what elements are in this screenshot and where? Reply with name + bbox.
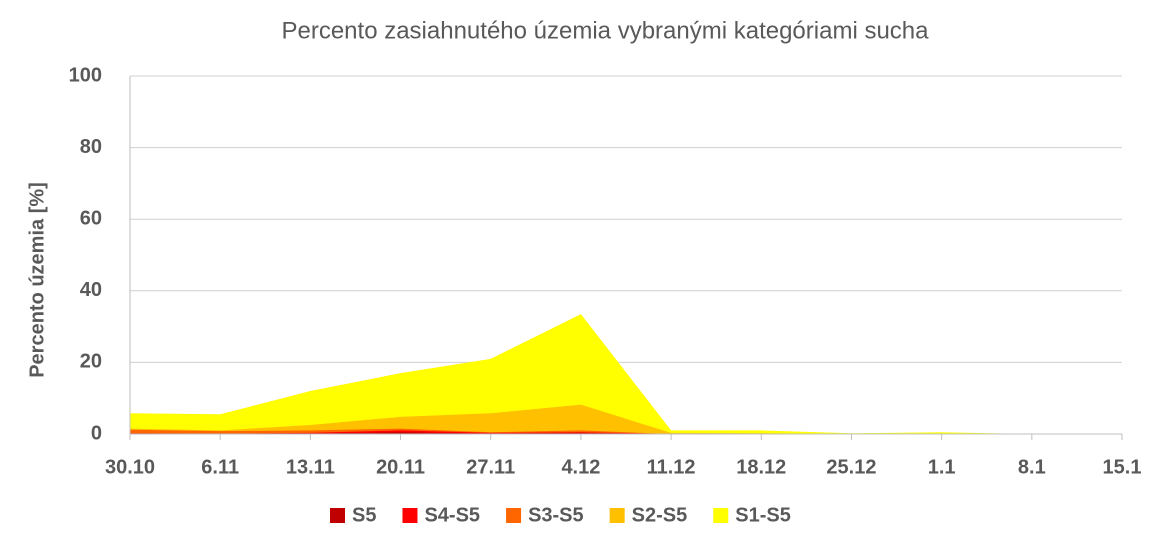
legend-swatch: [402, 508, 418, 523]
x-tick-label: 6.11: [201, 456, 239, 478]
x-tick-label: 8.1: [1018, 456, 1046, 478]
y-axis-label: Percento územia [%]: [26, 182, 48, 378]
area: [130, 404, 1122, 434]
x-tick-label: 20.11: [376, 456, 425, 478]
y-tick-label: 80: [80, 136, 102, 158]
legend-label: S2-S5: [632, 504, 688, 526]
legend-swatch: [506, 508, 522, 523]
y-tick-label: 100: [69, 64, 102, 86]
legend-swatch: [330, 508, 345, 523]
y-tick-label: 20: [80, 351, 102, 373]
x-tick-label: 18.12: [736, 456, 786, 478]
legend-label: S3-S5: [528, 504, 584, 526]
x-tick-label: 27.11: [466, 456, 515, 478]
x-tick-label: 1.1: [928, 456, 956, 478]
x-tick-label: 11.12: [647, 456, 696, 478]
y-tick-label: 40: [80, 279, 102, 301]
y-tick-label: 60: [80, 207, 102, 229]
legend-swatch: [609, 508, 625, 523]
y-tick-label: 0: [91, 422, 102, 444]
x-tick-label: 25.12: [826, 456, 876, 478]
legend-swatch: [713, 508, 729, 523]
legend-label: S1-S5: [735, 504, 791, 526]
x-tick-label: 30.10: [105, 456, 155, 478]
chart-title: Percento zasiahnutého územia vybranými k…: [281, 17, 929, 44]
x-tick-label: 15.1: [1103, 456, 1142, 478]
legend-label: S4-S5: [424, 504, 480, 526]
x-tick-label: 4.12: [561, 456, 600, 478]
x-tick-label: 13.11: [286, 456, 335, 478]
legend-label: S5: [352, 504, 376, 526]
area: [130, 314, 1122, 434]
